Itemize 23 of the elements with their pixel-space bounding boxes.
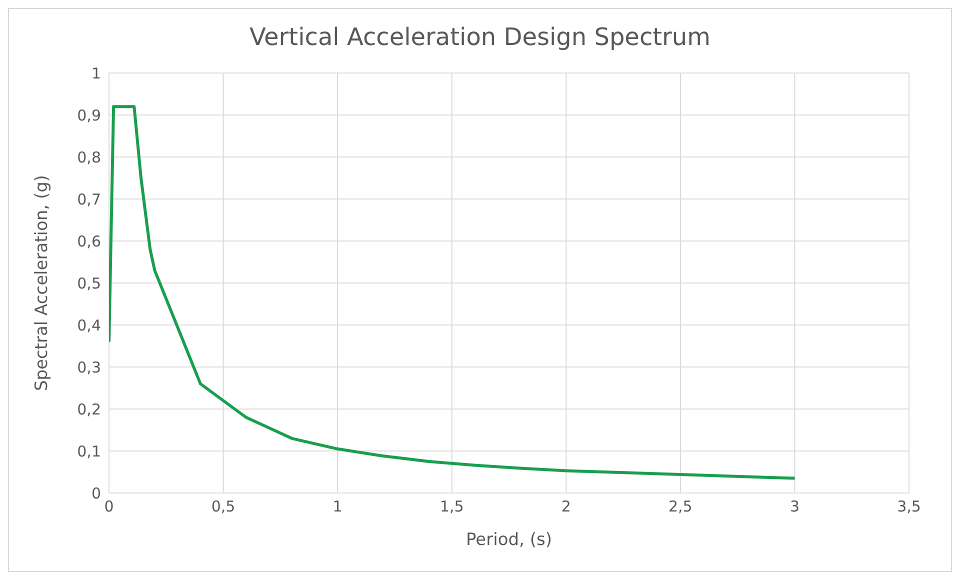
- y-tick-label: 0,9: [77, 106, 101, 124]
- y-tick-label: 0,1: [77, 442, 101, 460]
- x-tick-label: 2,5: [668, 498, 692, 516]
- y-tick-label: 0,4: [77, 316, 101, 334]
- x-axis-title: Period, (s): [466, 530, 552, 550]
- y-tick-label: 0,8: [77, 148, 101, 166]
- y-tick-label: 0,6: [77, 232, 101, 250]
- y-tick-label: 0,7: [77, 190, 101, 208]
- x-tick-label: 3: [790, 498, 800, 516]
- y-tick-label: 0,2: [77, 400, 101, 418]
- y-tick-label: 1: [91, 64, 101, 82]
- x-tick-label: 0,5: [211, 498, 236, 516]
- y-tick-label: 0,3: [77, 358, 101, 376]
- x-tick-label: 3,5: [897, 498, 921, 516]
- x-tick-label: 1: [332, 498, 342, 516]
- x-tick-label: 1,5: [440, 498, 464, 516]
- y-tick-label: 0,5: [77, 274, 101, 292]
- line-series: [109, 105, 796, 480]
- x-tick-label: 0: [104, 498, 114, 516]
- y-axis-title: Spectral Acceleration, (g): [32, 174, 52, 392]
- y-tick-label: 0: [91, 484, 101, 502]
- chart-title: Vertical Acceleration Design Spectrum: [248, 22, 712, 53]
- x-tick-label: 2: [561, 498, 571, 516]
